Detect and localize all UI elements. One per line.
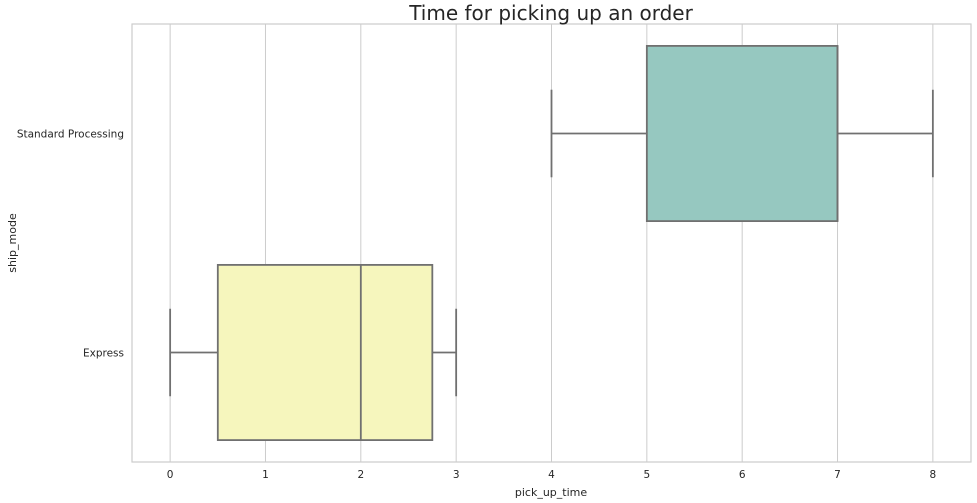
iqr-box	[216, 263, 434, 441]
x-tick-label: 1	[262, 469, 269, 481]
chart-title: Time for picking up an order	[408, 1, 693, 25]
iqr-box	[645, 45, 839, 222]
x-tick-label: 0	[167, 469, 174, 481]
x-tick-labels: 0 1 2 3 4 5 6 7 8	[167, 469, 936, 481]
x-tick-label: 4	[548, 469, 555, 481]
boxes	[169, 45, 934, 441]
box-group	[169, 263, 458, 441]
x-tick-label: 8	[930, 469, 937, 481]
x-tick-label: 7	[834, 469, 841, 481]
x-tick-label: 2	[357, 469, 364, 481]
x-axis-label: pick_up_time	[515, 486, 587, 499]
x-tick-label: 5	[643, 469, 650, 481]
x-tick-label: 6	[739, 469, 746, 481]
box-group	[550, 45, 934, 222]
y-tick-label: Standard Processing	[17, 129, 124, 141]
y-axis-label: ship_mode	[6, 213, 19, 273]
plot-frame	[131, 23, 972, 463]
x-tick-label: 3	[453, 469, 460, 481]
y-tick-label: Express	[83, 348, 124, 360]
y-tick-labels: Standard Processing Express	[17, 129, 124, 360]
